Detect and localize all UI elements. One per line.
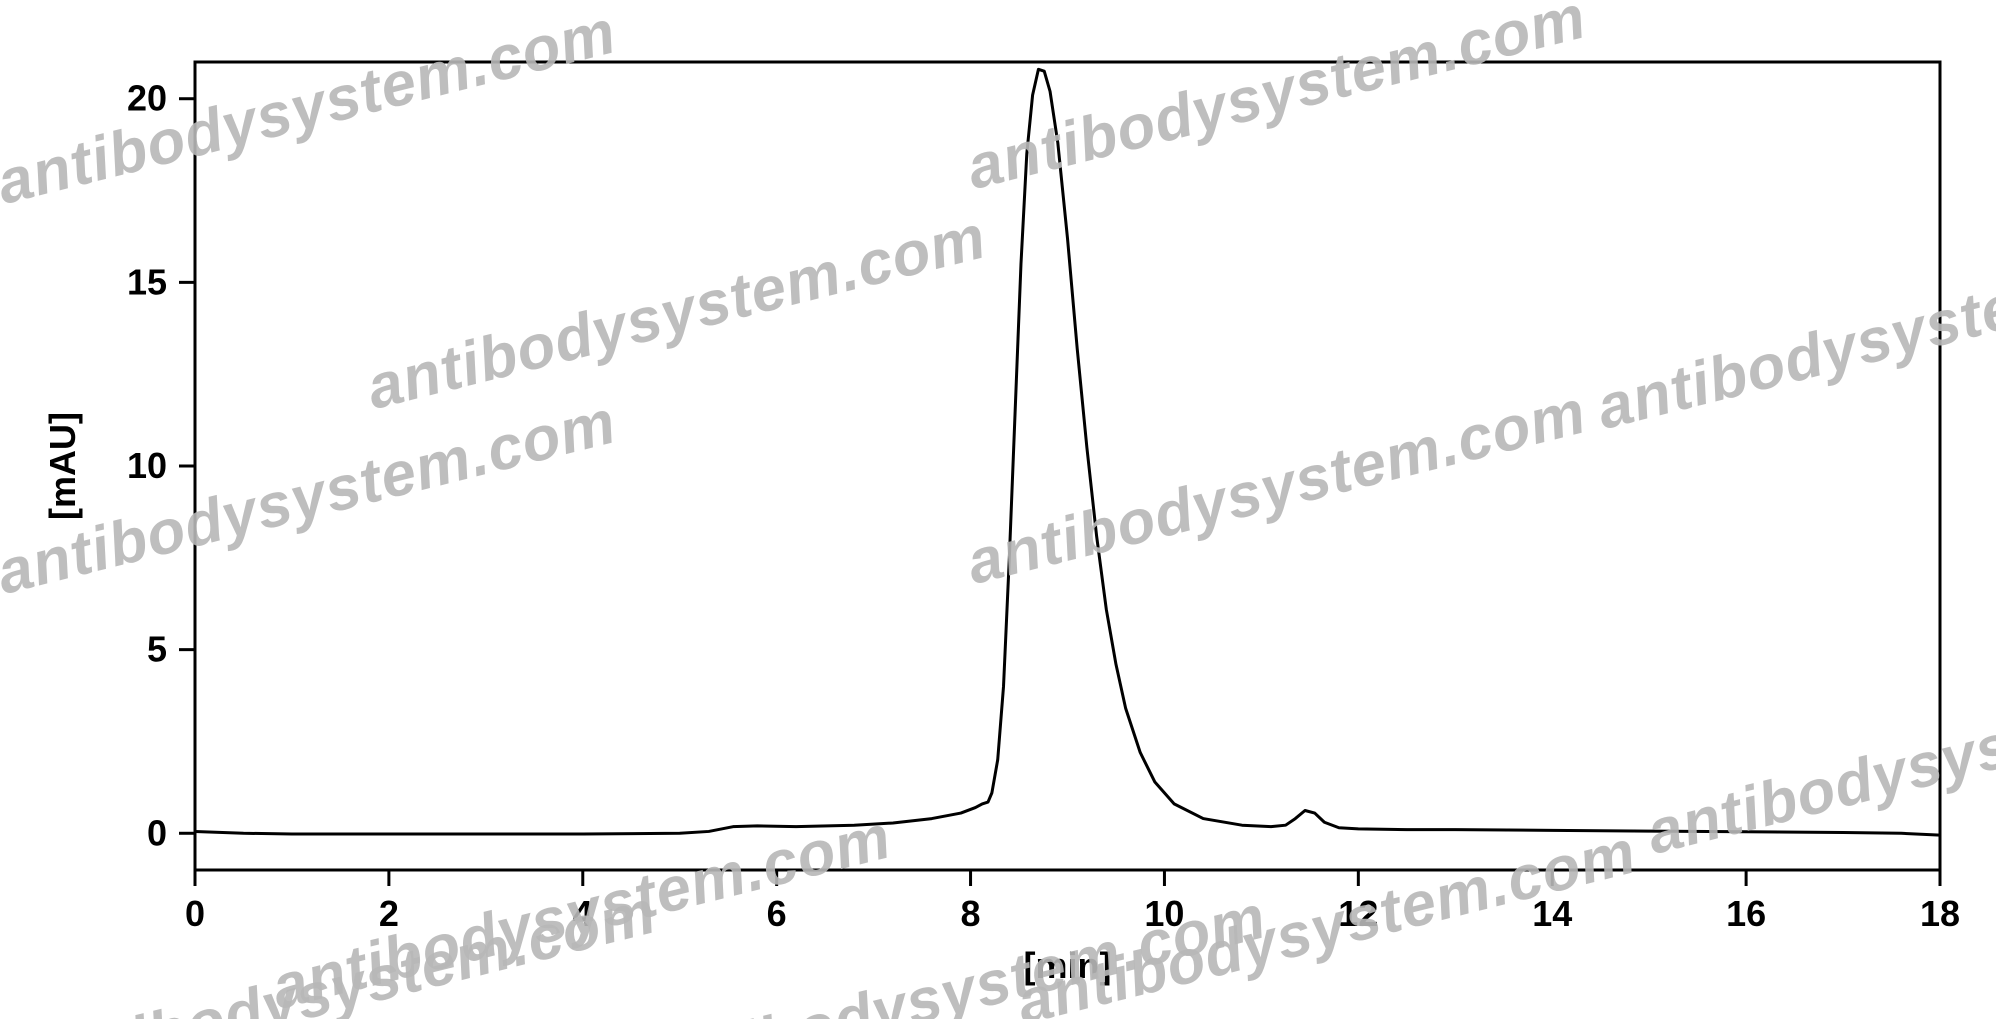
x-tick-label: 12 — [1338, 893, 1378, 934]
y-tick-label: 0 — [147, 812, 167, 853]
x-tick-label: 14 — [1532, 893, 1572, 934]
chart-container: 0 2 4 6 8 10 12 14 16 18 [min] 0 5 10 15 20 [mAU] — [0, 0, 1996, 1019]
plot-frame — [195, 62, 1940, 870]
y-axis-label: [mAU] — [42, 412, 83, 520]
x-tick-label: 6 — [767, 893, 787, 934]
series-chromatogram — [195, 69, 1940, 835]
y-tick-label: 5 — [147, 629, 167, 670]
x-axis-label: [min] — [1024, 945, 1112, 986]
x-tick-label: 0 — [185, 893, 205, 934]
x-tick-label: 18 — [1920, 893, 1960, 934]
x-tick-label: 2 — [379, 893, 399, 934]
x-tick-label: 16 — [1726, 893, 1766, 934]
y-tick-label: 10 — [127, 445, 167, 486]
x-tick-label: 4 — [573, 893, 593, 934]
chromatogram-chart: 0 2 4 6 8 10 12 14 16 18 [min] 0 5 10 15 20 [mAU] — [0, 0, 1996, 1019]
x-tick-label: 8 — [961, 893, 981, 934]
x-tick-label: 10 — [1144, 893, 1184, 934]
y-tick-label: 15 — [127, 261, 167, 302]
y-tick-label: 20 — [127, 78, 167, 119]
